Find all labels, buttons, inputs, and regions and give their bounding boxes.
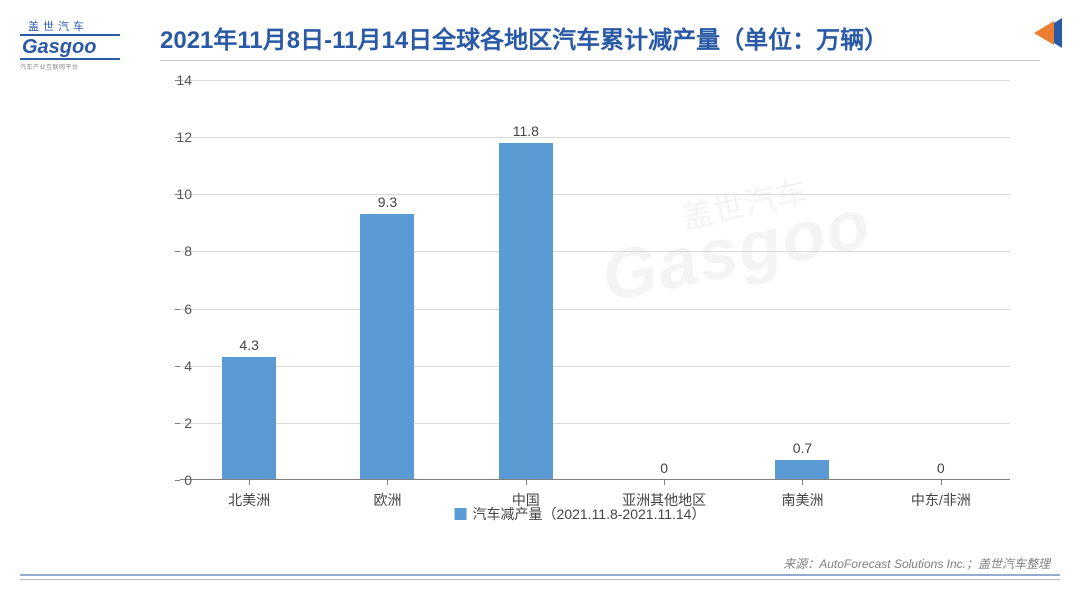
bar-slot: 11.8中国 (457, 80, 595, 480)
bar-value-label: 9.3 (378, 194, 397, 210)
x-category-label: 中东/非洲 (911, 490, 971, 510)
x-tick-mark (249, 480, 250, 485)
y-tick-label: 2 (152, 415, 192, 431)
bar (775, 460, 829, 480)
logo-top-text: 盖世汽车 (20, 18, 120, 34)
plot-region: 盖世汽车 Gasgoo 4.3北美洲9.3欧洲11.8中国0亚洲其他地区0.7南… (180, 80, 1010, 480)
x-tick-mark (664, 480, 665, 485)
bar-value-label: 11.8 (513, 123, 539, 139)
x-category-label: 欧洲 (373, 490, 401, 510)
bar-value-label: 0 (937, 460, 945, 476)
legend-text: 汽车减产量（2021.11.8-2021.11.14） (473, 504, 706, 524)
y-tick-label: 8 (152, 243, 192, 259)
bars-container: 4.3北美洲9.3欧洲11.8中国0亚洲其他地区0.7南美洲0中东/非洲 (180, 80, 1010, 480)
bar-slot: 0亚洲其他地区 (595, 80, 733, 480)
x-category-label: 北美洲 (228, 490, 270, 510)
x-tick-mark (387, 480, 388, 485)
corner-arrow-icon (1018, 18, 1062, 48)
x-tick-mark (802, 480, 803, 485)
chart-area: 盖世汽车 Gasgoo 4.3北美洲9.3欧洲11.8中国0亚洲其他地区0.7南… (130, 70, 1030, 530)
bar (360, 214, 414, 480)
x-category-label: 南美洲 (781, 490, 823, 510)
y-tick-label: 6 (152, 301, 192, 317)
x-tick-mark (941, 480, 942, 485)
bar-slot: 0.7南美洲 (733, 80, 871, 480)
source-attribution: 来源：AutoForecast Solutions Inc.；盖世汽车整理 (783, 555, 1050, 572)
gasgoo-logo: 盖世汽车 Gasgoo 汽车产业互联网平台 (20, 18, 120, 71)
y-tick-label: 4 (152, 358, 192, 374)
x-tick-mark (526, 480, 527, 485)
bar-value-label: 0.7 (793, 440, 812, 456)
bar-value-label: 0 (660, 460, 668, 476)
chart-title: 2021年11月8日-11月14日全球各地区汽车累计减产量（单位：万辆） (160, 20, 888, 55)
bar-slot: 9.3欧洲 (318, 80, 456, 480)
bar (499, 143, 553, 480)
bar-value-label: 4.3 (239, 337, 258, 353)
footer-rule-bottom (20, 579, 1060, 580)
x-axis-line (180, 479, 1010, 480)
y-tick-label: 12 (152, 129, 192, 145)
bar (222, 357, 276, 480)
title-underline (160, 60, 1040, 61)
logo-main-text: Gasgoo (20, 34, 120, 60)
y-tick-label: 14 (152, 72, 192, 88)
footer-rule-top (20, 574, 1060, 576)
bar-slot: 0中东/非洲 (872, 80, 1010, 480)
legend: 汽车减产量（2021.11.8-2021.11.14） (455, 504, 706, 524)
y-tick-label: 0 (152, 472, 192, 488)
y-tick-label: 10 (152, 186, 192, 202)
bar-slot: 4.3北美洲 (180, 80, 318, 480)
legend-swatch (455, 508, 467, 520)
logo-sub-text: 汽车产业互联网平台 (20, 62, 120, 71)
page: 盖世汽车 Gasgoo 汽车产业互联网平台 2021年11月8日-11月14日全… (0, 0, 1080, 608)
